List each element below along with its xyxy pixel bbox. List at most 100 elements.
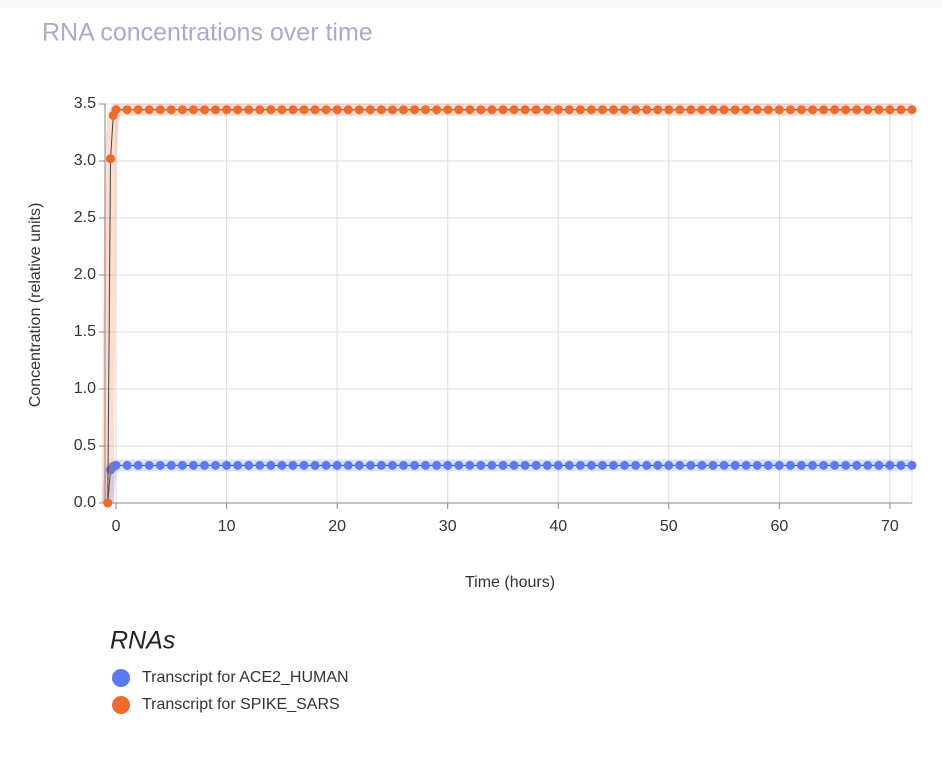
data-point bbox=[498, 105, 508, 115]
data-point bbox=[620, 460, 630, 470]
x-tick-label: 10 bbox=[218, 518, 236, 535]
data-point bbox=[553, 105, 563, 115]
data-point bbox=[454, 460, 464, 470]
data-point bbox=[841, 460, 851, 470]
data-point bbox=[299, 460, 309, 470]
data-point bbox=[343, 460, 353, 470]
data-point bbox=[354, 105, 364, 115]
data-point bbox=[144, 460, 154, 470]
data-point bbox=[255, 105, 265, 115]
series-line bbox=[107, 109, 912, 504]
data-point bbox=[819, 460, 829, 470]
data-point bbox=[597, 105, 607, 115]
data-point bbox=[697, 105, 707, 115]
data-point bbox=[465, 460, 475, 470]
data-point bbox=[233, 460, 243, 470]
data-point bbox=[830, 460, 840, 470]
data-point bbox=[675, 460, 685, 470]
data-point bbox=[719, 460, 729, 470]
data-point bbox=[133, 460, 143, 470]
x-tick-label: 70 bbox=[881, 518, 899, 535]
data-point bbox=[874, 105, 884, 115]
data-point bbox=[310, 460, 320, 470]
data-point bbox=[564, 105, 574, 115]
y-tick-label: 2.0 bbox=[74, 266, 96, 283]
data-point bbox=[708, 460, 718, 470]
data-point bbox=[542, 105, 552, 115]
x-tick-label: 30 bbox=[439, 518, 457, 535]
data-point bbox=[155, 105, 165, 115]
data-point bbox=[233, 105, 243, 115]
data-point bbox=[266, 460, 276, 470]
y-tick-label: 3.0 bbox=[74, 152, 96, 169]
data-point bbox=[620, 105, 630, 115]
data-point bbox=[376, 460, 386, 470]
data-point bbox=[885, 460, 895, 470]
data-point bbox=[796, 105, 806, 115]
data-point bbox=[863, 460, 873, 470]
data-point bbox=[487, 105, 497, 115]
data-point bbox=[365, 105, 375, 115]
data-point bbox=[609, 460, 619, 470]
data-point bbox=[177, 105, 187, 115]
data-point bbox=[421, 105, 431, 115]
chart-title: RNA concentrations over time bbox=[42, 19, 373, 47]
data-point bbox=[454, 105, 464, 115]
data-point bbox=[144, 105, 154, 115]
data-point bbox=[166, 460, 176, 470]
y-tick-label: 3.5 bbox=[74, 95, 96, 112]
legend-title: RNAs bbox=[110, 627, 175, 655]
data-point bbox=[443, 460, 453, 470]
data-point bbox=[103, 498, 113, 508]
x-tick-label: 50 bbox=[660, 518, 678, 535]
series-line bbox=[107, 464, 912, 504]
data-point bbox=[122, 460, 132, 470]
data-point bbox=[277, 105, 287, 115]
data-point bbox=[697, 460, 707, 470]
data-point bbox=[763, 105, 773, 115]
data-point bbox=[774, 105, 784, 115]
data-point bbox=[852, 460, 862, 470]
data-point bbox=[222, 460, 232, 470]
data-point bbox=[266, 105, 276, 115]
data-point bbox=[730, 105, 740, 115]
data-point bbox=[741, 105, 751, 115]
data-point bbox=[675, 105, 685, 115]
data-point bbox=[808, 105, 818, 115]
data-point bbox=[122, 105, 132, 115]
data-point bbox=[421, 460, 431, 470]
data-point bbox=[244, 105, 254, 115]
data-point bbox=[819, 105, 829, 115]
data-point bbox=[542, 460, 552, 470]
data-point bbox=[299, 105, 309, 115]
data-point bbox=[896, 105, 906, 115]
data-point bbox=[531, 105, 541, 115]
data-point bbox=[885, 105, 895, 115]
data-point bbox=[354, 460, 364, 470]
y-axis-label: Concentration (relative units) bbox=[27, 203, 44, 408]
data-point bbox=[653, 460, 663, 470]
data-point bbox=[155, 460, 165, 470]
y-tick-label: 1.0 bbox=[74, 380, 96, 397]
data-point bbox=[631, 460, 641, 470]
data-point bbox=[830, 105, 840, 115]
data-point bbox=[664, 460, 674, 470]
data-point bbox=[255, 460, 265, 470]
data-point bbox=[476, 105, 486, 115]
data-point bbox=[332, 460, 342, 470]
y-tick-label: 0.0 bbox=[74, 494, 96, 511]
data-point bbox=[188, 460, 198, 470]
data-point bbox=[785, 460, 795, 470]
data-point bbox=[841, 105, 851, 115]
data-point bbox=[852, 105, 862, 115]
data-point bbox=[907, 460, 917, 470]
data-point bbox=[686, 105, 696, 115]
data-point bbox=[631, 105, 641, 115]
data-point bbox=[211, 460, 221, 470]
data-point bbox=[708, 105, 718, 115]
series-band bbox=[101, 459, 912, 504]
data-point bbox=[553, 460, 563, 470]
data-point bbox=[332, 105, 342, 115]
data-point bbox=[498, 460, 508, 470]
